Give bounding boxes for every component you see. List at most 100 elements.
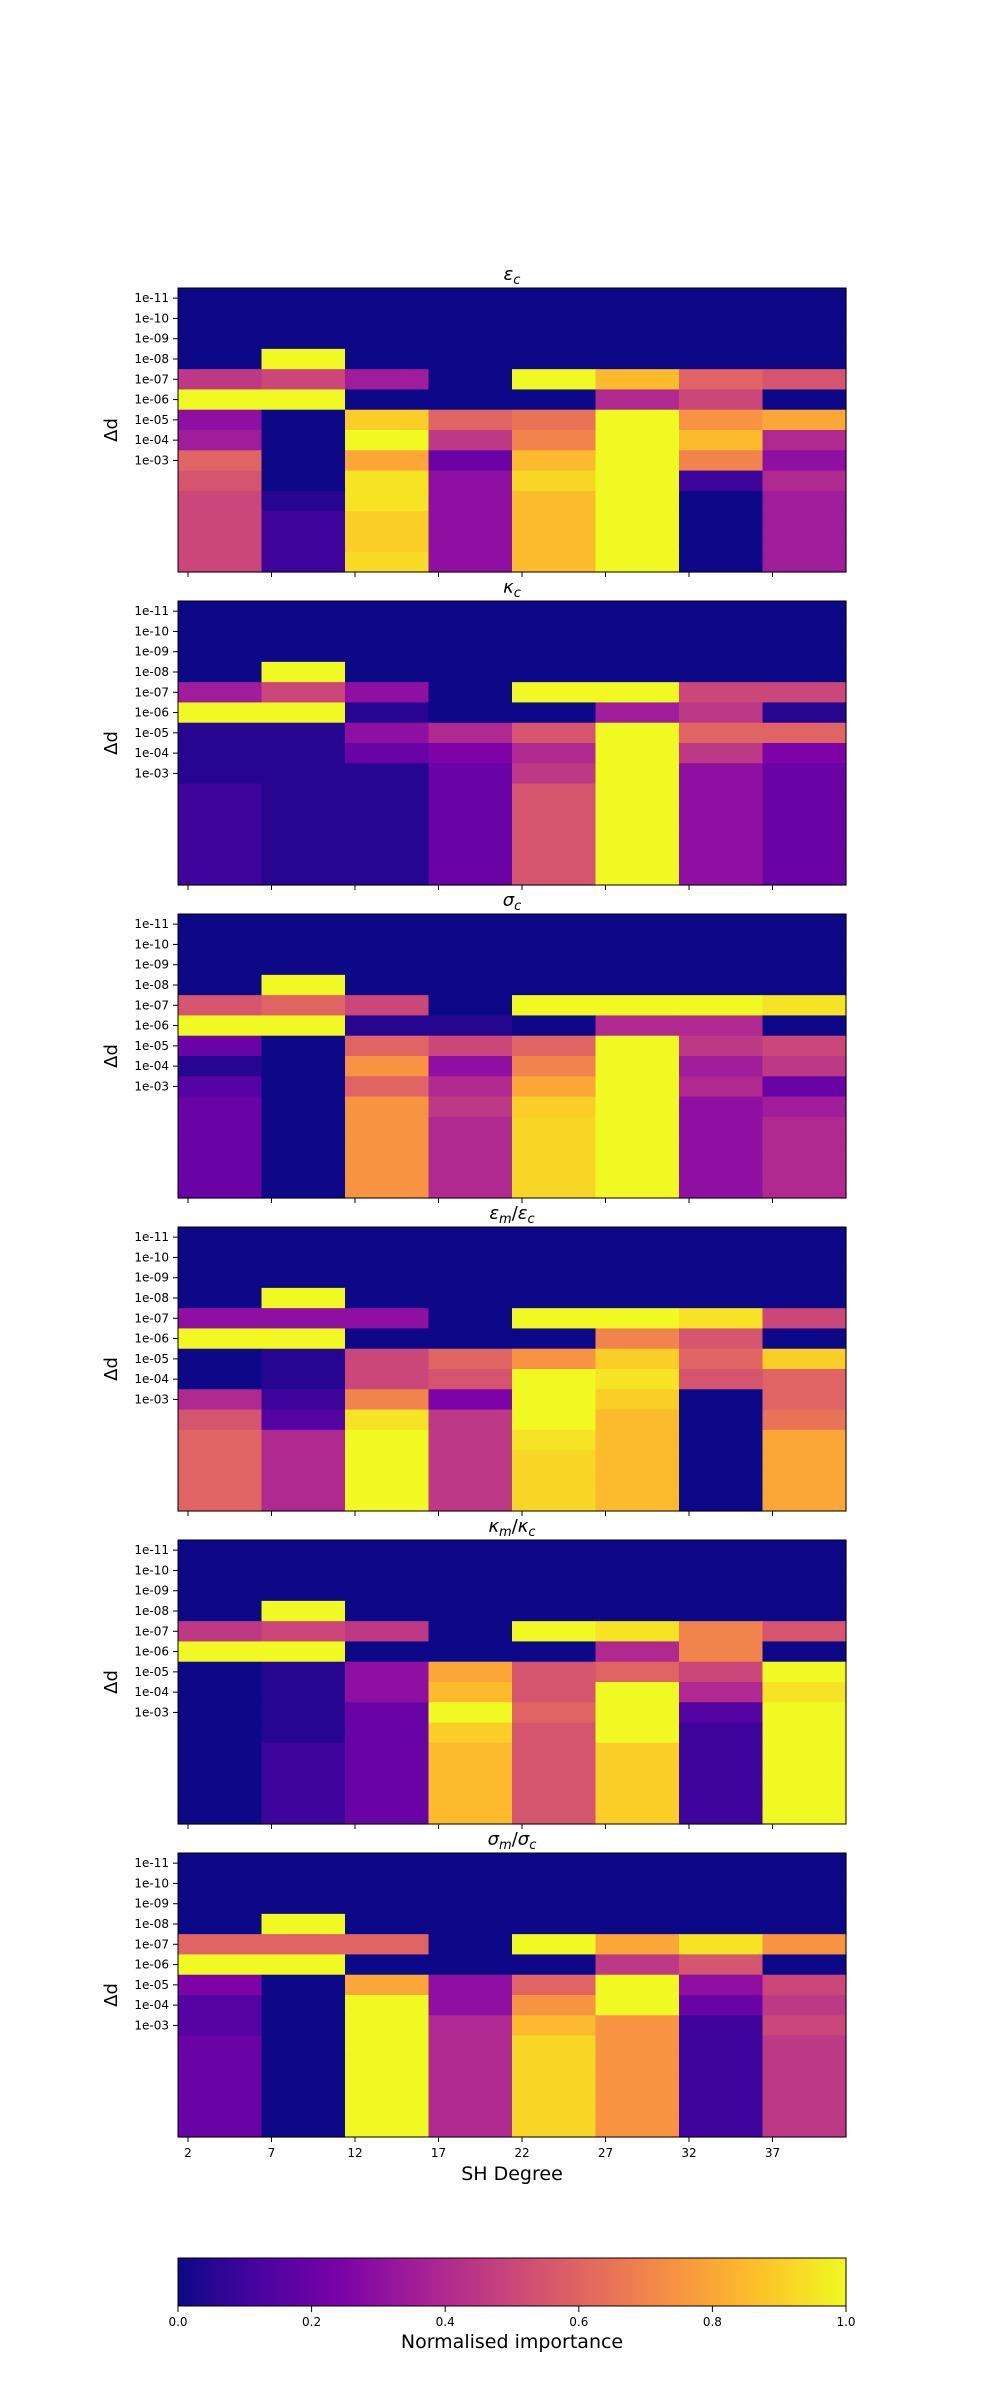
y-tick-label: 1e-07 <box>134 685 169 699</box>
heatmap-cell <box>512 1137 597 1159</box>
heatmap-cell <box>345 2096 430 2118</box>
heatmap-cell <box>762 308 847 330</box>
heatmap-cell <box>428 974 513 996</box>
heatmap-cell <box>428 1076 513 1098</box>
heatmap-cell <box>345 1470 430 1492</box>
heatmap-cell <box>261 1580 346 1602</box>
heatmap-cell <box>512 308 597 330</box>
heatmap-cell <box>345 1247 430 1269</box>
heatmap-cell <box>428 1389 513 1411</box>
heatmap-cell <box>679 511 764 533</box>
heatmap-cell <box>762 1076 847 1098</box>
heatmap-cell <box>595 1893 680 1915</box>
heatmap-cell <box>762 2116 847 2138</box>
y-axis-label: Δd <box>101 1357 122 1381</box>
heatmap-cell <box>595 601 680 622</box>
heatmap-cell <box>762 1015 847 1037</box>
heatmap-cell <box>428 551 513 573</box>
heatmap-cell <box>261 934 346 956</box>
heatmap-cell <box>595 2015 680 2037</box>
heatmap-cell <box>345 1116 430 1138</box>
heatmap-cell <box>178 783 263 805</box>
heatmap-cell <box>428 763 513 785</box>
heatmap-cell <box>428 844 513 866</box>
heatmap-cell <box>345 1450 430 1472</box>
heatmap-cell <box>261 1682 346 1703</box>
heatmap-cell <box>762 450 847 472</box>
heatmap-cell <box>595 430 680 451</box>
heatmap-cell <box>345 1974 430 1996</box>
heatmap-cell <box>595 288 680 309</box>
heatmap-cell <box>178 601 263 622</box>
heatmap-cell <box>512 864 597 886</box>
heatmap-cell <box>762 2055 847 2077</box>
heatmap-cell <box>512 1177 597 1199</box>
heatmap-cell <box>512 1227 597 1248</box>
heatmap-cell <box>762 1995 847 2016</box>
heatmap-cell <box>345 1661 430 1683</box>
heatmap-cell <box>261 2055 346 2077</box>
heatmap-cell <box>178 1742 263 1764</box>
heatmap-panel: κm/κc1e-111e-101e-091e-081e-071e-061e-05… <box>101 1516 847 1829</box>
heatmap-cell <box>261 722 346 744</box>
heatmap-cell <box>679 1621 764 1643</box>
heatmap-cell <box>428 1803 513 1825</box>
heatmap-cell <box>679 1369 764 1390</box>
y-tick-label: 1e-10 <box>134 937 169 951</box>
heatmap-cell <box>345 348 430 370</box>
heatmap-cell <box>512 934 597 956</box>
heatmap-cell <box>679 430 764 451</box>
heatmap-cell <box>428 1974 513 1996</box>
y-tick-label: 1e-05 <box>134 1352 169 1366</box>
heatmap-cell <box>762 348 847 370</box>
heatmap-cell <box>345 1893 430 1915</box>
heatmap-cell <box>595 1015 680 1037</box>
heatmap-cell <box>679 1328 764 1350</box>
heatmap-cell <box>345 490 430 512</box>
heatmap-cell <box>679 1389 764 1411</box>
heatmap-cell <box>428 1267 513 1289</box>
y-tick-label: 1e-11 <box>134 291 169 305</box>
heatmap-cell <box>512 824 597 846</box>
heatmap-cell <box>595 661 680 683</box>
heatmap-cell <box>679 369 764 391</box>
heatmap-cell <box>178 1308 263 1330</box>
heatmap-cell <box>762 430 847 451</box>
heatmap-cell <box>345 308 430 330</box>
heatmap-cell <box>345 1803 430 1825</box>
heatmap-cell <box>595 2096 680 2118</box>
heatmap-cell <box>679 531 764 553</box>
y-tick-label: 1e-08 <box>134 1604 169 1618</box>
heatmap-cell <box>261 1722 346 1744</box>
heatmap-cell <box>345 1227 430 1248</box>
y-tick-label: 1e-11 <box>134 1856 169 1870</box>
heatmap-cell <box>428 995 513 1017</box>
heatmap-cell <box>428 1227 513 1248</box>
heatmap-cell <box>428 1035 513 1057</box>
heatmap-cell <box>762 601 847 622</box>
heatmap-cell <box>595 1389 680 1411</box>
heatmap-cell <box>345 1157 430 1179</box>
heatmap-cell <box>595 1560 680 1582</box>
heatmap-cell <box>178 1661 263 1683</box>
heatmap-cell <box>512 1783 597 1805</box>
heatmap-cell <box>428 1641 513 1663</box>
y-tick-label: 1e-06 <box>134 1958 169 1972</box>
heatmap-cell <box>178 1450 263 1472</box>
heatmap-cell <box>512 450 597 472</box>
heatmap-cell <box>762 1056 847 1077</box>
heatmap-cell <box>512 621 597 643</box>
heatmap-cell <box>512 389 597 411</box>
heatmap-cell <box>345 1540 430 1561</box>
heatmap-cell <box>345 430 430 451</box>
heatmap-cell <box>345 1429 430 1451</box>
heatmap-cell <box>428 1954 513 1976</box>
heatmap-cell <box>261 995 346 1017</box>
heatmap-cell <box>178 682 263 704</box>
heatmap-cell <box>679 1035 764 1057</box>
heatmap-cell <box>261 2116 346 2138</box>
heatmap-cell <box>428 1328 513 1350</box>
heatmap-cell <box>762 1096 847 1118</box>
heatmap-cell <box>428 1621 513 1643</box>
heatmap-cell <box>679 1893 764 1915</box>
